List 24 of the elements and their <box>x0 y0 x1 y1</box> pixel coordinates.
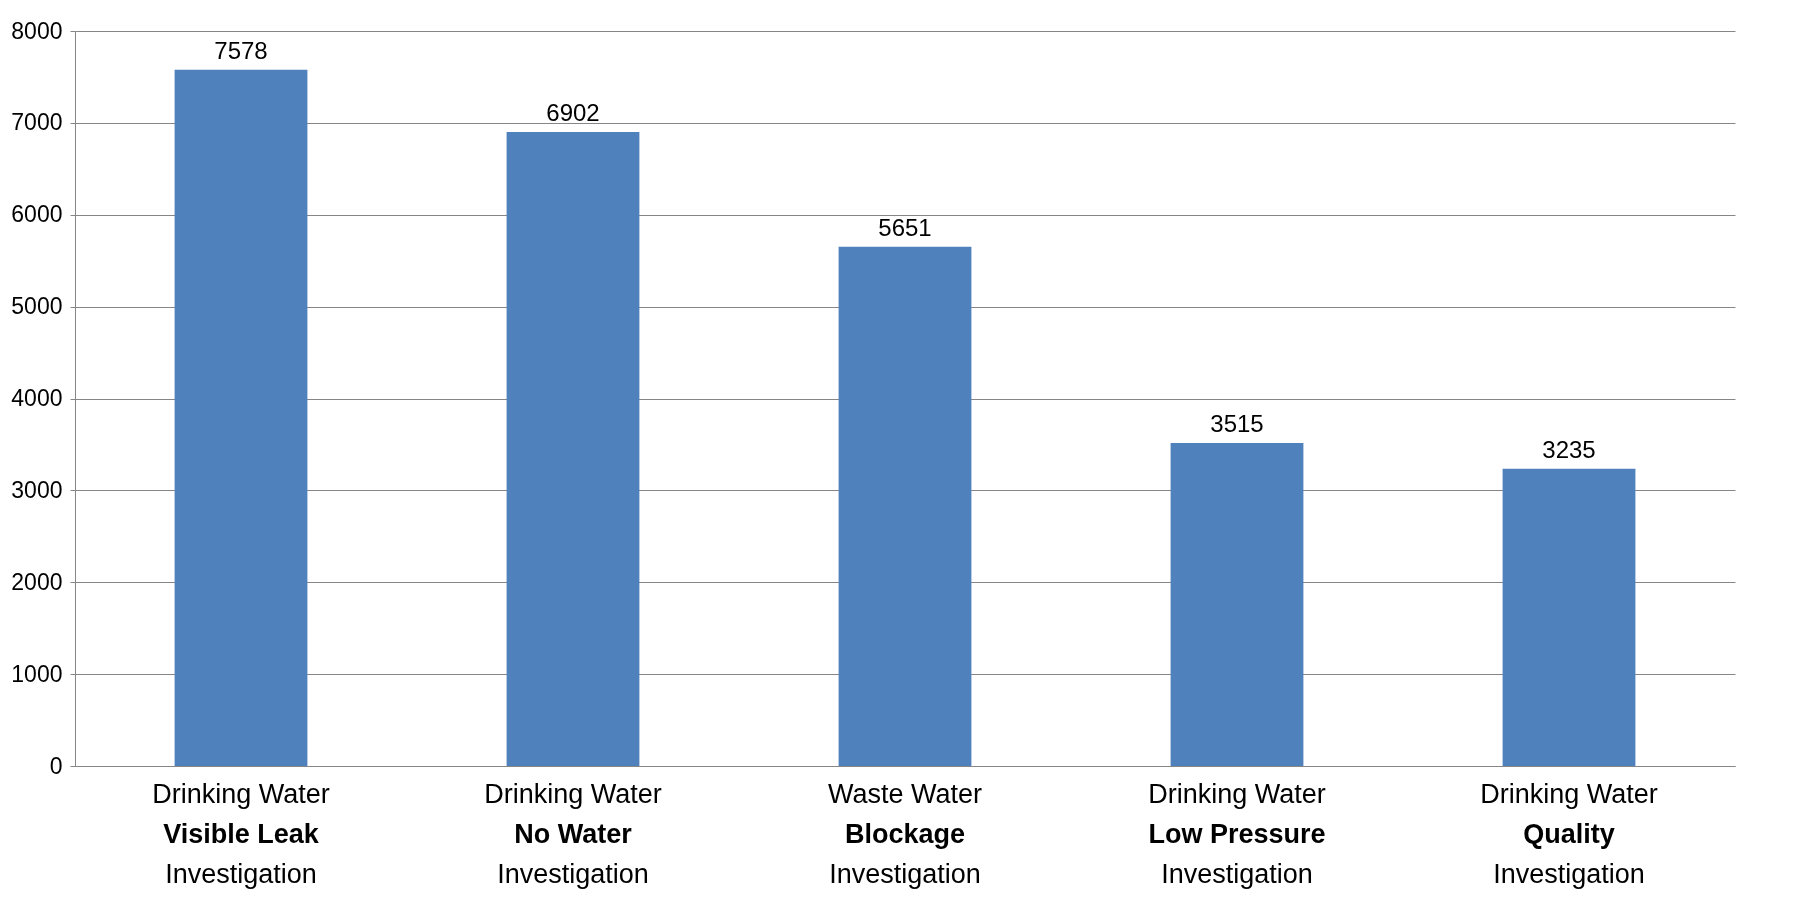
data-label: 3235 <box>1542 435 1596 463</box>
bar <box>1170 443 1304 766</box>
bar <box>174 69 308 766</box>
bar <box>838 246 972 766</box>
y-tick-label: 7000 <box>11 109 63 136</box>
category-label: Drinking Water Quality Investigation <box>1480 779 1658 889</box>
category-label: Waste Water Blockage Investigation <box>827 779 983 889</box>
data-label: 7578 <box>214 36 268 64</box>
y-tick-label: 5000 <box>11 293 63 320</box>
y-tick-label: 6000 <box>11 201 63 228</box>
y-tick-label: 0 <box>49 752 63 779</box>
y-tick-label: 4000 <box>11 385 63 411</box>
bar <box>1502 468 1636 766</box>
y-tick-label: 3000 <box>11 476 63 503</box>
category-label: Drinking Water Visible Leak Investigation <box>152 779 330 889</box>
category-label: Drinking Water No Water Investigation <box>484 779 662 889</box>
bar <box>506 131 640 766</box>
y-tick-label: 8000 <box>11 17 63 44</box>
category-label: Drinking Water Low Pressure Investigation <box>1148 779 1326 889</box>
y-tick-label: 1000 <box>11 660 63 687</box>
y-tick-label: 2000 <box>11 568 63 595</box>
data-label: 3515 <box>1210 410 1264 438</box>
data-label: 5651 <box>878 213 932 241</box>
data-label: 6902 <box>546 98 600 126</box>
